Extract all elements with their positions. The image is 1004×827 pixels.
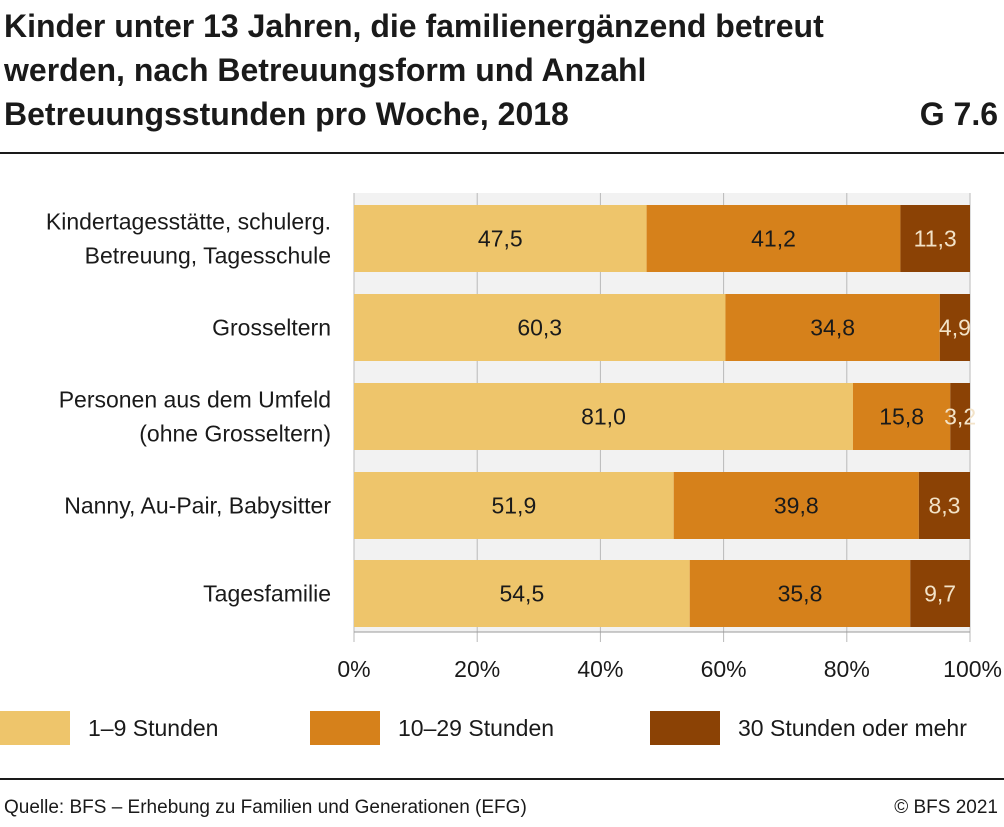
category-label: Personen aus dem Umfeld [59, 387, 331, 413]
bar-value-label: 15,8 [879, 404, 924, 430]
category-label: Grosseltern [212, 315, 331, 341]
copyright: © BFS 2021 [894, 797, 998, 818]
legend-item-30-plus: 30 Stunden oder mehr [650, 710, 967, 746]
category-label: Tagesfamilie [203, 581, 331, 607]
source-note: Quelle: BFS – Erhebung zu Familien und G… [4, 797, 527, 818]
bar-value-label: 9,7 [924, 581, 956, 607]
bar-segment [900, 205, 970, 272]
bar-segment [354, 205, 647, 272]
x-tick-label: 100% [943, 656, 1002, 682]
bar-value-label: 4,9 [939, 315, 971, 341]
legend-label-30-plus: 30 Stunden oder mehr [738, 714, 967, 741]
bar-segment [939, 294, 970, 361]
bar-value-label: 60,3 [517, 315, 562, 341]
legend: 1–9 Stunden 10–29 Stunden 30 Stunden ode… [0, 710, 1004, 746]
bar-segment [354, 294, 726, 361]
bar-segment [673, 472, 919, 539]
bar-value-label: 11,3 [914, 226, 957, 252]
bar-value-label: 8,3 [928, 493, 960, 519]
legend-swatch-1-9 [0, 711, 70, 745]
bar-segment [918, 472, 970, 539]
bar-segment [950, 383, 970, 450]
bar-segment [354, 472, 674, 539]
bar-segment [910, 560, 970, 627]
bar-value-label: 35,8 [778, 581, 823, 607]
legend-label-1-9: 1–9 Stunden [88, 714, 219, 741]
bar-segment [852, 383, 951, 450]
x-tick-label: 20% [454, 656, 500, 682]
legend-swatch-10-29 [310, 711, 380, 745]
bar-value-label: 3,2 [944, 404, 976, 430]
category-label: Betreuung, Tagesschule [85, 243, 331, 269]
bar-value-label: 81,0 [581, 404, 626, 430]
bar-value-label: 47,5 [478, 226, 523, 252]
bar-value-label: 39,8 [774, 493, 819, 519]
bar-value-label: 54,5 [499, 581, 544, 607]
bottom-divider [0, 778, 1004, 780]
legend-item-1-9: 1–9 Stunden [0, 710, 218, 746]
x-tick-label: 40% [577, 656, 623, 682]
x-tick-label: 0% [337, 656, 370, 682]
bar-value-label: 41,2 [751, 226, 796, 252]
bar-value-label: 34,8 [810, 315, 855, 341]
chart-title: Kinder unter 13 Jahren, die familienergä… [4, 8, 824, 132]
bar-chart: 0% 20% 40% 60% 80% 100% 47,5 41,2 11,3 Kindertage… [46, 193, 1002, 682]
figure-code: G 7.6 [919, 96, 998, 132]
bar-segment [689, 560, 911, 627]
bar-segment [354, 383, 853, 450]
top-divider [0, 152, 1004, 154]
bar-segment [725, 294, 940, 361]
x-tick-label: 60% [701, 656, 747, 682]
bar-value-label: 51,9 [491, 493, 536, 519]
category-label: Nanny, Au-Pair, Babysitter [64, 493, 331, 519]
bar-segment [354, 560, 690, 627]
bar-segment [646, 205, 901, 272]
legend-label-10-29: 10–29 Stunden [398, 714, 555, 741]
x-tick-label: 80% [824, 656, 870, 682]
category-label: Kindertagesstätte, schulerg. [46, 209, 331, 235]
legend-item-10-29: 10–29 Stunden [310, 710, 554, 746]
category-label: (ohne Grosseltern) [139, 421, 331, 447]
legend-swatch-30-plus [650, 711, 720, 745]
